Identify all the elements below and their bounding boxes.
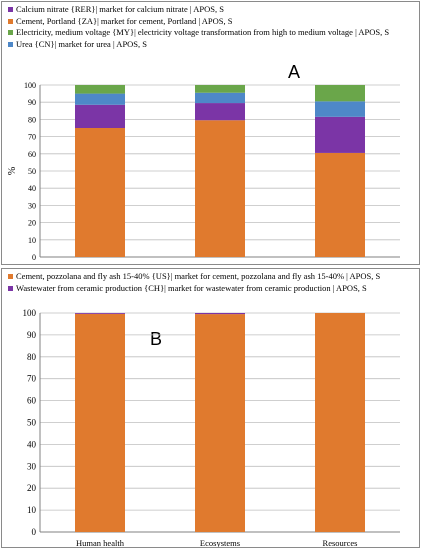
y-tick-label: 60: [28, 150, 36, 159]
bar-segment: [195, 120, 245, 257]
legend-label: Electricity, medium voltage {MY}| electr…: [16, 27, 390, 37]
x-tick-label: Human health: [76, 538, 125, 547]
legend-swatch: [8, 7, 13, 12]
y-tick-label: 80: [28, 115, 36, 124]
y-tick-label: 20: [27, 483, 37, 493]
legend-label: Cement, Portland {ZA}| market for cement…: [16, 15, 233, 26]
legend-label: Wastewater from ceramic production {CH}|…: [16, 282, 367, 293]
bar-segment: [195, 313, 245, 315]
bar-segment: [315, 116, 365, 153]
y-tick-label: 90: [28, 98, 36, 107]
chart-panel-a: Calcium nitrate {RER}| market for calciu…: [1, 1, 420, 265]
panel-label-b: B: [150, 329, 163, 349]
legend-label: Urea {CN}| market for urea | APOS, S: [16, 38, 148, 49]
bar-segment: [195, 103, 245, 121]
y-tick-label: 30: [27, 461, 37, 471]
y-tick-label: 0: [32, 527, 37, 537]
legend-label: Calcium nitrate {RER}| market for calciu…: [16, 4, 224, 14]
bar-segment: [75, 85, 125, 94]
bar-segment: [75, 104, 125, 128]
y-tick-label: 10: [27, 505, 37, 515]
y-tick-label: 70: [27, 374, 37, 384]
bar-segment: [75, 313, 125, 532]
y-tick-label: 50: [27, 418, 37, 428]
y-tick-label: 30: [28, 201, 36, 210]
chart-panel-b: Cement, pozzolana and fly ash 15-40% {US…: [1, 268, 420, 548]
legend-swatch: [8, 30, 13, 35]
y-axis-title: %: [7, 167, 18, 175]
bar-segment: [315, 313, 365, 532]
legend-a: Calcium nitrate {RER}| market for calciu…: [8, 4, 389, 50]
legend-item: Wastewater from ceramic production {CH}|…: [8, 283, 380, 295]
legend-item: Cement, Portland {ZA}| market for cement…: [8, 16, 389, 28]
legend-swatch: [8, 274, 13, 279]
x-tick-label: Resources: [323, 538, 358, 547]
y-tick-label: 0: [32, 253, 36, 262]
y-tick-label: 10: [28, 236, 36, 245]
y-tick-label: 20: [28, 219, 36, 228]
bar-segment: [195, 92, 245, 104]
chart-b: 0 10 20 30 40 50 60 70 80 90 100 Human health Ecosys…: [23, 308, 400, 547]
chart-a: 0 10 20 30 40 50 60 70 80 90 100%: [7, 81, 400, 262]
legend-swatch: [8, 285, 13, 291]
legend-item: Cement, pozzolana and fly ash 15-40% {US…: [8, 271, 380, 283]
bar-segment: [195, 85, 245, 93]
bar-segment: [315, 152, 365, 257]
x-tick-label: Ecosystems: [200, 538, 240, 547]
legend-item: Urea {CN}| market for urea | APOS, S: [8, 39, 389, 51]
legend-item: Calcium nitrate {RER}| market for calciu…: [8, 4, 389, 16]
y-tick-label: 40: [27, 439, 37, 449]
legend-item: Electricity, medium voltage {MY}| electr…: [8, 27, 389, 39]
bar-segment: [75, 313, 125, 314]
y-tick-label: 100: [24, 81, 36, 90]
y-tick-label: 60: [27, 396, 37, 406]
bar-segment: [75, 128, 125, 257]
legend-label: Cement, pozzolana and fly ash 15-40% {US…: [16, 271, 381, 281]
bar-segment: [75, 93, 125, 105]
legend-swatch: [8, 18, 13, 24]
y-tick-label: 90: [27, 330, 37, 340]
y-tick-label: 80: [27, 352, 37, 362]
y-tick-label: 40: [28, 184, 36, 193]
y-tick-label: 70: [28, 133, 36, 142]
legend-swatch: [8, 41, 13, 47]
bar-segment: [315, 85, 365, 102]
y-tick-label: 50: [28, 167, 36, 176]
legend-b: Cement, pozzolana and fly ash 15-40% {US…: [8, 271, 380, 294]
y-tick-label: 100: [23, 308, 37, 318]
panel-label-a: A: [288, 62, 301, 82]
bar-segment: [315, 101, 365, 117]
bar-segment: [195, 314, 245, 532]
